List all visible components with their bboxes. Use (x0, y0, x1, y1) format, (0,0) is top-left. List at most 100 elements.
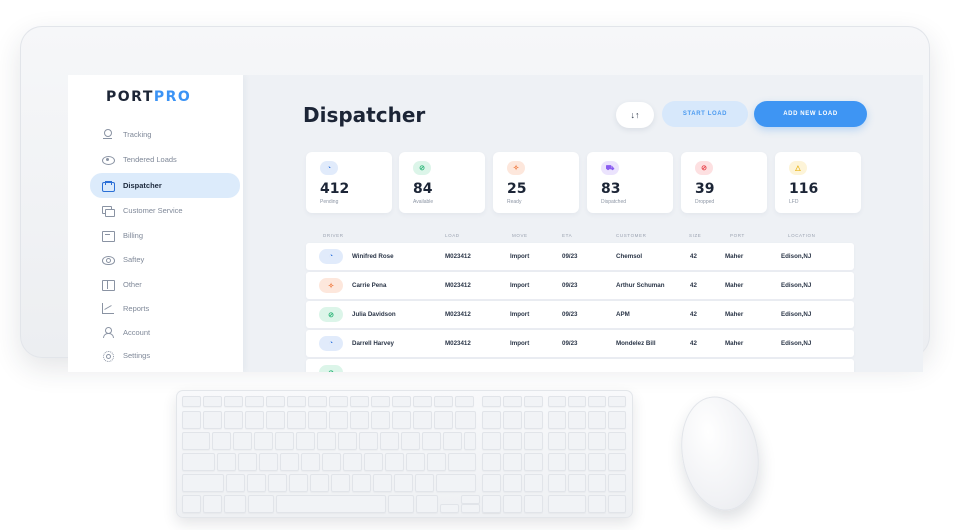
app-screen: PORTPRO Tracking Tendered Loads Dispatch… (68, 75, 923, 372)
keyboard-key (308, 411, 327, 429)
column-header-driver[interactable]: DRIVER (323, 233, 344, 238)
keyboard-key (301, 453, 320, 471)
cell-load: M023412 (445, 340, 471, 347)
cell-move: Import (510, 340, 530, 347)
table-row[interactable]: ◔ Darrell Harvey M023412 Import 09/23 Mondele… (306, 330, 854, 357)
billing-icon (102, 230, 115, 242)
column-header-load[interactable]: LOAD (445, 233, 460, 238)
sidebar-item-other[interactable]: Other (90, 272, 240, 297)
keyboard-key (322, 453, 341, 471)
portpro-logo[interactable]: PORTPRO (106, 89, 191, 105)
add-new-load-button[interactable]: ADD NEW LOAD (754, 101, 867, 127)
stat-card-pending[interactable]: ◔ 412 Pending (306, 152, 392, 213)
keyboard-key (588, 495, 606, 513)
sidebar-item-settings[interactable]: Settings (90, 343, 240, 368)
keyboard-key (289, 474, 308, 492)
keyboard-key (247, 474, 266, 492)
keyboard-key (608, 495, 626, 513)
keyboard-key (388, 495, 414, 513)
stat-card-dispatched[interactable]: ⛟ 83 Dispatched (587, 152, 673, 213)
keyboard-key (568, 396, 586, 407)
keyboard-key (343, 453, 362, 471)
cell-load: M023412 (445, 253, 471, 260)
cell-move: Import (510, 282, 530, 289)
sidebar-item-account[interactable]: Account (90, 320, 240, 345)
sidebar-item-safety[interactable]: Saftey (90, 247, 240, 272)
keyboard-key (280, 453, 299, 471)
column-header-eta[interactable]: ETA (562, 233, 573, 238)
stat-card-ready[interactable]: ✧ 25 Ready (493, 152, 579, 213)
sidebar-item-tendered-loads[interactable]: Tendered Loads (90, 147, 240, 172)
keyboard-key (380, 432, 399, 450)
sidebar-item-label: Tendered Loads (123, 155, 177, 164)
sidebar-item-billing[interactable]: Billing (90, 223, 240, 248)
status-icon: ◔ (319, 336, 343, 351)
sidebar-item-tracking[interactable]: Tracking (90, 122, 240, 147)
keyboard-key (524, 396, 543, 407)
keyboard-key (482, 411, 501, 429)
keyboard-key (461, 504, 480, 513)
keyboard-key (217, 453, 236, 471)
keyboard-key (182, 411, 201, 429)
lfd-icon: △ (789, 161, 807, 175)
sidebar: PORTPRO Tracking Tendered Loads Dispatch… (68, 75, 243, 372)
keyboard-key (310, 474, 329, 492)
sidebar-item-customer-service[interactable]: Customer Service (90, 198, 240, 223)
keyboard-key (266, 396, 285, 407)
column-header-move[interactable]: MOVE (512, 233, 528, 238)
keyboard-key (350, 396, 369, 407)
cell-move: Import (510, 253, 530, 260)
keyboard-key (588, 474, 606, 492)
column-header-customer[interactable]: CUSTOMER (616, 233, 647, 238)
table-row[interactable]: ◔ Winifred Rose M023412 Import 09/23 Chemsol 4… (306, 243, 854, 270)
keyboard-key (524, 411, 543, 429)
cell-eta: 09/23 (562, 340, 578, 347)
keyboard-key (608, 453, 626, 471)
table-row[interactable]: ✧ Carrie Pena M023412 Import 09/23 Arthur Sch… (306, 272, 854, 299)
stat-card-available[interactable]: ⊘ 84 Available (399, 152, 485, 213)
cell-location: Edison,NJ (781, 311, 812, 318)
keyboard-key (401, 432, 420, 450)
column-header-size[interactable]: SIZE (689, 233, 702, 238)
sidebar-item-label: Billing (123, 231, 144, 240)
available-icon: ⊘ (413, 161, 431, 175)
keyboard-key (503, 474, 522, 492)
keyboard-key (224, 495, 246, 513)
keyboard-key (331, 474, 350, 492)
stat-card-lfd[interactable]: △ 116 LFD (775, 152, 861, 213)
chart-icon (102, 303, 114, 314)
keyboard-key (392, 396, 411, 407)
keyboard-key (524, 453, 543, 471)
filter-sort-button[interactable]: ↓↑ (616, 102, 654, 128)
column-header-location[interactable]: LOCATION (788, 233, 816, 238)
status-icon: ✧ (319, 278, 343, 293)
keyboard-key (548, 411, 566, 429)
start-load-button[interactable]: START LOAD (662, 101, 748, 127)
keyboard-key (568, 432, 586, 450)
keyboard-key (182, 432, 210, 450)
keyboard-key (248, 495, 274, 513)
keyboard-key (259, 453, 278, 471)
keyboard-key (461, 495, 480, 504)
keyboard-key (524, 474, 543, 492)
ready-icon: ✧ (507, 161, 525, 175)
keyboard-key (548, 453, 566, 471)
sidebar-item-dispatcher[interactable]: Dispatcher (90, 173, 240, 198)
status-icon: ◔ (319, 249, 343, 264)
cell-location: Edison,NJ (781, 253, 812, 260)
table-row[interactable]: ⊘ Julia Davidson M023412 Import 09/23 APM 42 Ma… (306, 301, 854, 328)
keyboard-key (203, 495, 222, 513)
keyboard-key (413, 411, 432, 429)
stat-card-dropped[interactable]: ⊘ 39 Dropped (681, 152, 767, 213)
cell-size: 42 (690, 253, 697, 260)
keyboard-key (276, 495, 386, 513)
status-icon: ⊘ (319, 365, 343, 372)
sidebar-item-reports[interactable]: Reports (90, 296, 240, 321)
table-row[interactable]: ⊘ (306, 359, 854, 372)
keyboard-key (482, 396, 501, 407)
stat-value: 412 (320, 181, 350, 197)
keyboard-key (608, 432, 626, 450)
column-header-port[interactable]: PORT (730, 233, 745, 238)
keyboard-key (548, 474, 566, 492)
cell-move: Import (510, 311, 530, 318)
